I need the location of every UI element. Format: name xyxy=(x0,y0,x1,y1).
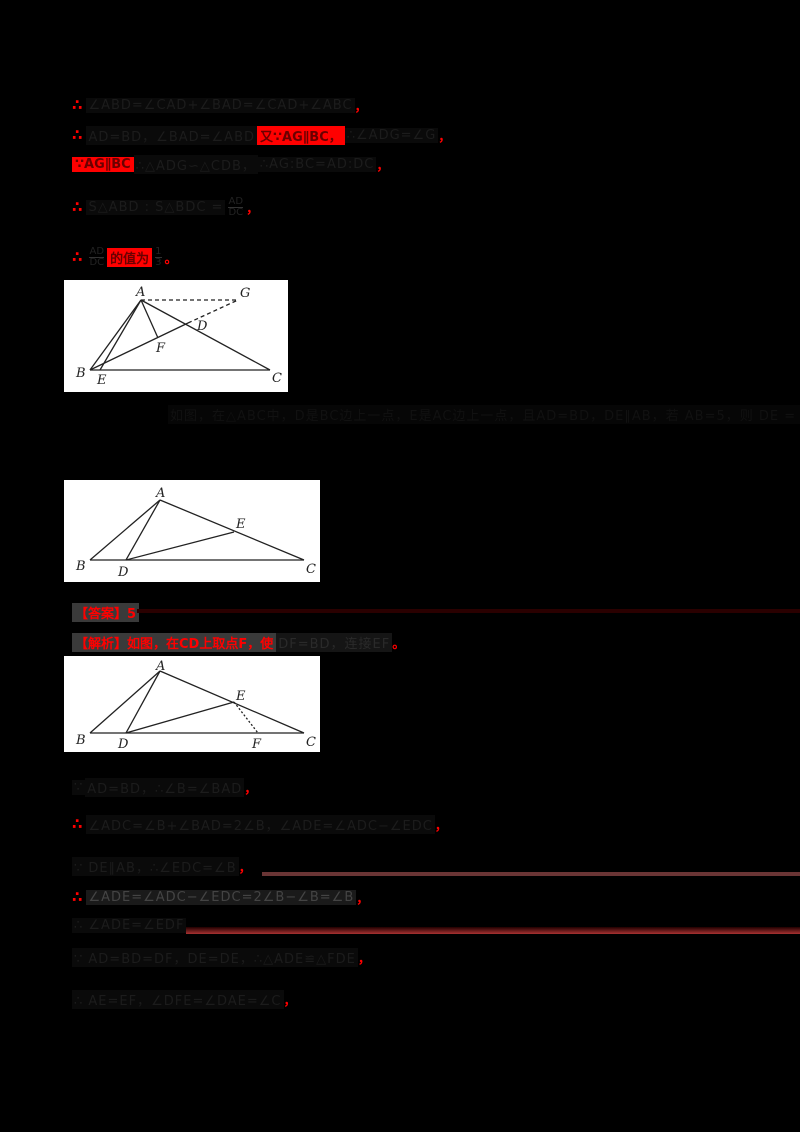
step-text: ∵ AD=BD=DF，DE=DE，∴△ADE≌△FDE xyxy=(72,947,358,967)
step-text: ∵ DE∥AB，∴∠EDC=∠B xyxy=(72,856,239,876)
point-label-b: B xyxy=(75,366,86,381)
answer-label: 【答案】5 xyxy=(72,602,140,622)
solution-step-6: ∵ AD=BD=DF，DE=DE，∴△ADE≌△FDE ， xyxy=(72,946,371,968)
point-label-d: D xyxy=(117,565,129,580)
point-label-a: A xyxy=(135,285,145,300)
point-label-e: E xyxy=(235,517,246,532)
point-label-c: C xyxy=(272,371,282,386)
solution-step-1: ∵ AD=BD，∴∠B=∠BAD ， xyxy=(72,776,257,798)
point-label-e: E xyxy=(235,689,246,704)
line-punct: ， xyxy=(244,781,258,797)
therefore-symbol: ∴ xyxy=(72,96,83,114)
analysis-text: DF=BD，连接EF xyxy=(276,632,393,652)
solution-step-7: ∴ AE=EF，∠DFE=∠DAE=∠C ， xyxy=(72,988,297,1010)
line-punct: 。 xyxy=(164,251,178,267)
problem-statement: 如图，在△ABC中，D是BC边上一点，E是AC边上一点，且AD=BD，DE∥AB… xyxy=(168,403,800,425)
fraction-denominator: DC xyxy=(89,256,105,268)
solution-step-2: ∴ ∠ADC=∠B+∠BAD=2∠B，∠ADE=∠ADC−∠EDC ， xyxy=(72,813,448,835)
line-punct: ， xyxy=(283,993,297,1009)
highlight-text: 的值为 xyxy=(107,247,153,267)
therefore-symbol: ∴ xyxy=(72,815,83,833)
line-punct: ， xyxy=(438,129,452,145)
therefore-symbol: ∴ xyxy=(72,126,83,144)
point-label-g: G xyxy=(240,286,250,301)
solution-step-5: ∴ ∠ADE=∠EDF ， xyxy=(72,914,199,936)
fraction-denominator: 3 xyxy=(155,256,162,268)
line-punct: ， xyxy=(376,158,390,174)
line-punct: ， xyxy=(238,860,252,876)
point-label-c: C xyxy=(306,735,316,750)
step-text: ∴ ∠ADE=∠EDF xyxy=(72,917,187,933)
fraction-denominator: DC xyxy=(228,206,244,218)
line-punct: ， xyxy=(354,99,368,115)
line-text: ∠ABD=∠CAD+∠BAD=∠CAD+∠ABC xyxy=(86,97,355,113)
solution-line-3: ∵AG∥BC ∴△ADG∽△CDB， ∴AG:BC=AD:DC ， xyxy=(72,153,389,175)
line-punct: ， xyxy=(357,951,371,967)
solution-line-4: ∴ S△ABD : S△BDC = AD DC ， xyxy=(72,196,259,218)
point-label-a: A xyxy=(155,659,165,674)
solution-line-1: ∴ ∠ABD=∠CAD+∠BAD=∠CAD+∠ABC ， xyxy=(72,94,368,116)
fraction: AD DC xyxy=(89,245,105,268)
solution-line-2: ∴ AD=BD，∠BAD=∠ABD 又∵AG∥BC， ∴∠ADG=∠G ， xyxy=(72,124,451,146)
line-text: ∴△ADG∽△CDB， xyxy=(133,154,258,174)
point-label-f: F xyxy=(155,341,166,356)
point-label-c: C xyxy=(306,562,316,577)
figure-triangle-abc-def: A E B D F C xyxy=(64,656,320,752)
line-punct: 。 xyxy=(392,636,406,652)
line-punct: ， xyxy=(434,818,448,834)
point-label-f: F xyxy=(251,737,262,752)
step-text: ∠ADE=∠ADC−∠EDC=2∠B−∠B=∠B xyxy=(86,889,357,905)
point-label-b: B xyxy=(75,733,86,748)
underline-rule-gradient xyxy=(186,927,800,934)
fraction-numerator: AD xyxy=(89,245,105,257)
fraction-numerator: AD xyxy=(228,195,244,207)
fraction-numerator: 1 xyxy=(155,245,162,257)
line-text-2: ∴∠ADG=∠G xyxy=(344,127,439,143)
line-text-2: ∴AG:BC=AD:DC xyxy=(257,156,377,172)
figure-triangle-abc-with-g: A G D F B E C xyxy=(64,280,288,392)
point-label-a: A xyxy=(155,486,165,501)
step-text: AD=BD，∴∠B=∠BAD xyxy=(85,777,245,797)
fraction-result: 1 3 xyxy=(155,245,162,268)
step-text: ∴ AE=EF，∠DFE=∠DAE=∠C xyxy=(72,989,284,1009)
line-text: S△ABD : S△BDC = xyxy=(86,199,226,215)
step-text: ∠ADC=∠B+∠BAD=2∠B，∠ADE=∠ADC−∠EDC xyxy=(86,814,435,834)
geometry-diagram: A E B D C xyxy=(75,486,316,580)
highlight-text: ∵AG∥BC xyxy=(72,156,134,172)
point-label-b: B xyxy=(75,559,86,574)
highlight-text: 又∵AG∥BC， xyxy=(257,125,345,145)
solution-step-4: ∴ ∠ADE=∠ADC−∠EDC=2∠B−∠B=∠B ， xyxy=(72,886,369,908)
line-text: AD=BD，∠BAD=∠ABD xyxy=(86,125,258,145)
because-symbol: ∵ xyxy=(72,779,86,795)
therefore-symbol: ∴ xyxy=(72,248,83,266)
problem-text: 如图，在△ABC中，D是BC边上一点，E是AC边上一点，且AD=BD，DE∥AB… xyxy=(168,404,800,424)
underline-rule xyxy=(262,872,800,876)
solution-step-3: ∵ DE∥AB，∴∠EDC=∠B ， xyxy=(72,855,252,877)
answer-underline xyxy=(137,609,800,613)
figure-triangle-abc-de: A E B D C xyxy=(64,480,320,582)
point-label-d: D xyxy=(196,319,208,334)
solution-line-5: ∴ AD DC 的值为 1 3 。 xyxy=(72,246,178,268)
geometry-diagram: A G D F B E C xyxy=(75,285,282,388)
therefore-symbol: ∴ xyxy=(72,888,83,906)
analysis-label: 【解析】如图，在CD上取点F，使 xyxy=(72,632,277,652)
line-punct: ， xyxy=(356,891,370,907)
answer-line: 【答案】5 xyxy=(72,601,140,623)
line-punct: ， xyxy=(246,201,260,217)
analysis-line: 【解析】如图，在CD上取点F，使 DF=BD，连接EF 。 xyxy=(72,631,405,653)
fraction: AD DC xyxy=(228,195,244,218)
point-label-e: E xyxy=(96,373,107,388)
geometry-diagram: A E B D F C xyxy=(75,659,316,752)
therefore-symbol: ∴ xyxy=(72,198,83,216)
point-label-d: D xyxy=(117,737,129,752)
